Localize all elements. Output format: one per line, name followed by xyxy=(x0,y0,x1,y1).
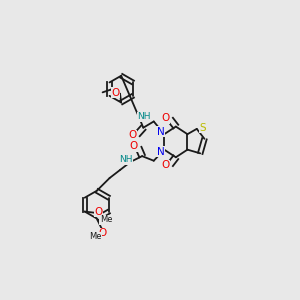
Text: O: O xyxy=(94,207,103,217)
Text: Me: Me xyxy=(100,215,112,224)
Text: O: O xyxy=(161,160,169,170)
Text: NH: NH xyxy=(118,155,132,164)
Text: O: O xyxy=(98,228,107,238)
Text: O: O xyxy=(130,141,138,151)
Text: NH: NH xyxy=(137,112,151,121)
Text: Me: Me xyxy=(89,232,101,242)
Text: O: O xyxy=(111,88,119,98)
Text: O: O xyxy=(129,130,137,140)
Text: N: N xyxy=(157,147,165,157)
Text: O: O xyxy=(161,113,169,124)
Text: S: S xyxy=(200,123,206,133)
Text: N: N xyxy=(157,127,165,137)
